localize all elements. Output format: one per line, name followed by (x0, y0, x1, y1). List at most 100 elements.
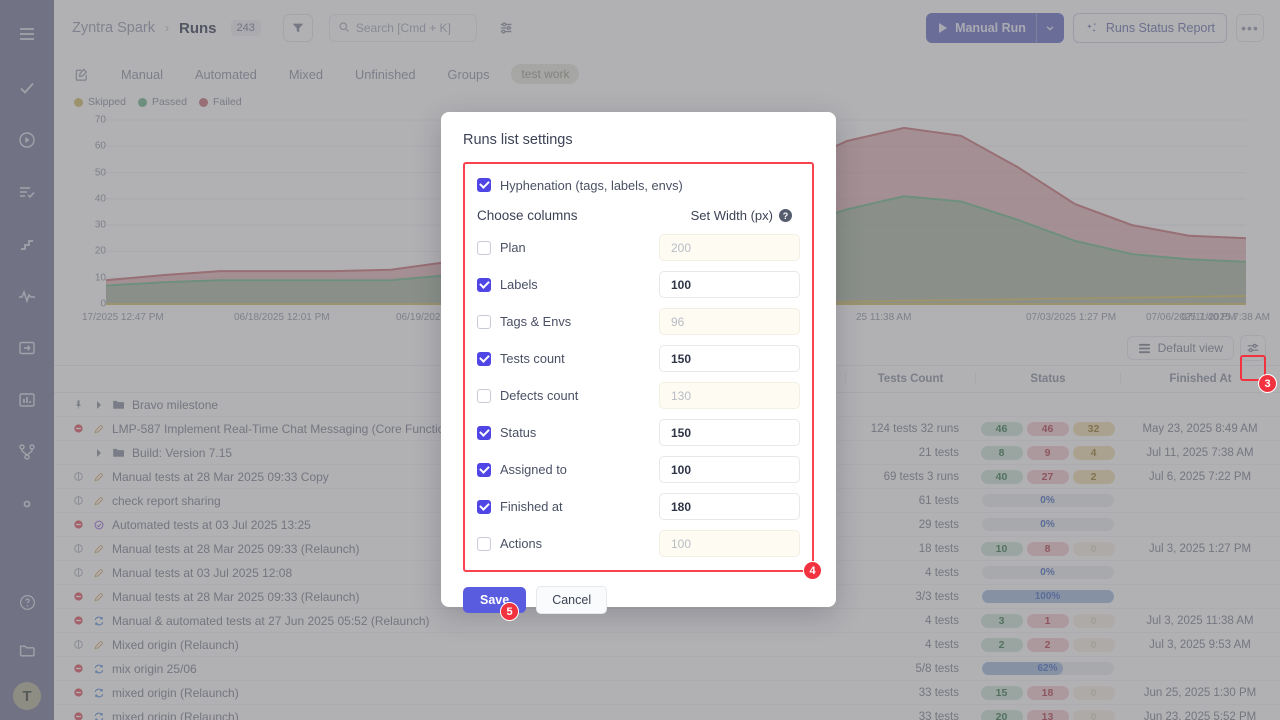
run-name: Manual tests at 28 Mar 2025 09:33 (Relau… (112, 589, 360, 604)
chart-x-tick: 06/18/2025 12:01 PM (234, 312, 330, 323)
run-name-cell[interactable]: Manual & automated tests at 27 Jun 2025 … (54, 614, 845, 628)
play-circle-icon[interactable] (7, 120, 47, 160)
status-badge: 2 (1072, 469, 1115, 484)
run-name-cell[interactable]: mixed origin (Relaunch) (54, 710, 845, 720)
runs-count-badge: 243 (230, 20, 261, 36)
gear-icon[interactable] (7, 484, 47, 524)
legend-item-failed: Failed (198, 96, 242, 108)
menu-icon[interactable] (7, 14, 47, 54)
runs-status-report-button[interactable]: Runs Status Report (1072, 13, 1227, 43)
column-checkbox[interactable] (477, 240, 491, 255)
tests-count-cell: 4 tests (925, 638, 959, 651)
tab-manual[interactable]: Manual (121, 66, 163, 82)
branch-icon[interactable] (7, 432, 47, 472)
column-checkbox[interactable] (477, 462, 491, 477)
hyphenation-checkbox[interactable] (477, 178, 491, 192)
filter-icon[interactable] (282, 14, 313, 42)
column-width-input[interactable]: 100 (659, 271, 800, 298)
table-row[interactable]: mixed origin (Relaunch) 33 tests 15 18 0 Jun … (54, 681, 1280, 705)
tab-automated[interactable]: Automated (194, 66, 257, 82)
column-width-input[interactable]: 200 (659, 234, 800, 261)
bar-chart-icon[interactable] (7, 380, 47, 420)
breadcrumb-project[interactable]: Zyntra Spark (72, 20, 155, 36)
column-label: Assigned to (500, 462, 567, 477)
help-icon[interactable] (7, 582, 47, 622)
column-option-row: Plan 200 (477, 229, 800, 266)
column-label: Status (500, 425, 537, 440)
finished-at-cell: Jul 3, 2025 9:53 AM (1149, 638, 1251, 651)
column-checkbox[interactable] (477, 314, 491, 329)
edit-square-icon[interactable] (74, 67, 89, 82)
status-cell: 62% (975, 662, 1120, 675)
more-options-button[interactable]: ••• (1236, 14, 1264, 42)
chevron-down-icon[interactable] (1035, 13, 1064, 43)
tab-unfinished[interactable]: Unfinished (355, 66, 416, 82)
chevron-right-icon[interactable] (92, 398, 105, 411)
tab-mixed[interactable]: Mixed (288, 66, 324, 82)
column-checkbox[interactable] (477, 425, 491, 440)
folder-icon[interactable] (7, 630, 47, 670)
activity-icon[interactable] (7, 276, 47, 316)
column-width-input[interactable]: 150 (659, 345, 800, 372)
chart-y-tick: 70 (94, 114, 106, 126)
runs-status-report-label: Runs Status Report (1105, 21, 1215, 35)
tab-groups[interactable]: Groups (447, 66, 490, 82)
run-name-cell[interactable]: Mixed origin (Relaunch) (54, 638, 845, 652)
finished-at-cell: Jun 23, 2025 5:52 PM (1143, 710, 1257, 720)
column-checkbox[interactable] (477, 499, 491, 514)
legend-item-skipped: Skipped (74, 96, 126, 108)
blocked-icon (72, 422, 85, 435)
blocked-icon (72, 518, 85, 531)
check-icon[interactable] (7, 68, 47, 108)
list-check-icon[interactable] (7, 172, 47, 212)
run-type-icon (92, 542, 105, 555)
status-badge: 9 (1026, 445, 1069, 460)
cancel-button[interactable]: Cancel (536, 586, 608, 614)
sliders-icon[interactable] (499, 20, 515, 36)
run-type-icon (112, 446, 125, 459)
steps-icon[interactable] (7, 224, 47, 264)
choose-columns-label: Choose columns (477, 208, 578, 223)
circle-icon (72, 470, 85, 483)
tests-count-cell: 4 tests (925, 614, 959, 627)
column-width-input[interactable]: 150 (659, 419, 800, 446)
question-icon[interactable]: ? (779, 209, 792, 222)
hyphenation-row[interactable]: Hyphenation (tags, labels, envs) (477, 174, 800, 196)
run-name-cell[interactable]: mix origin 25/06 (54, 662, 845, 676)
column-width-input[interactable]: 130 (659, 382, 800, 409)
chevron-right-icon[interactable] (92, 446, 105, 459)
column-checkbox[interactable] (477, 536, 491, 551)
table-row[interactable]: Mixed origin (Relaunch) 4 tests 2 2 0 Jul 3, … (54, 633, 1280, 657)
status-cell: 15 18 0 (975, 685, 1120, 700)
tab-test-work[interactable]: test work (511, 64, 580, 84)
settings-highlight-box: Hyphenation (tags, labels, envs) Choose … (463, 162, 822, 580)
tests-count-cell: 33 tests (918, 686, 959, 699)
modal-actions: Save Cancel 5 (463, 586, 814, 621)
status-badge: 4 (1072, 445, 1115, 460)
run-name: Manual tests at 28 Mar 2025 09:33 (Relau… (112, 541, 360, 556)
column-width-input[interactable]: 180 (659, 493, 800, 520)
status-badge: 0 (1072, 709, 1115, 720)
column-checkbox[interactable] (477, 351, 491, 366)
column-width-input[interactable]: 96 (659, 308, 800, 335)
column-width-input[interactable]: 100 (659, 456, 800, 483)
manual-run-button[interactable]: Manual Run (926, 13, 1064, 43)
column-width-input[interactable]: 100 (659, 530, 800, 557)
table-row[interactable]: mix origin 25/06 5/8 tests 62% (54, 657, 1280, 681)
run-name-cell[interactable]: mixed origin (Relaunch) (54, 686, 845, 700)
column-header-tests-count[interactable]: Tests Count (845, 373, 975, 385)
run-type-icon (92, 566, 105, 579)
search-input[interactable]: Search [Cmd + K] (328, 14, 477, 42)
legend-item-passed: Passed (137, 96, 187, 108)
import-icon[interactable] (7, 328, 47, 368)
status-cell: 20 13 0 (975, 709, 1120, 720)
default-view-button[interactable]: Default view (1126, 336, 1234, 360)
avatar[interactable]: T (13, 682, 41, 710)
table-row[interactable]: mixed origin (Relaunch) 33 tests 20 13 0 Jun … (54, 705, 1280, 720)
run-type-icon (92, 710, 105, 720)
column-header-status[interactable]: Status (975, 373, 1120, 385)
progress-label: 62% (1037, 663, 1058, 674)
column-checkbox[interactable] (477, 277, 491, 292)
chart-x-tick: 07/11/2025 7:38 AM (1181, 312, 1270, 323)
column-checkbox[interactable] (477, 388, 491, 403)
